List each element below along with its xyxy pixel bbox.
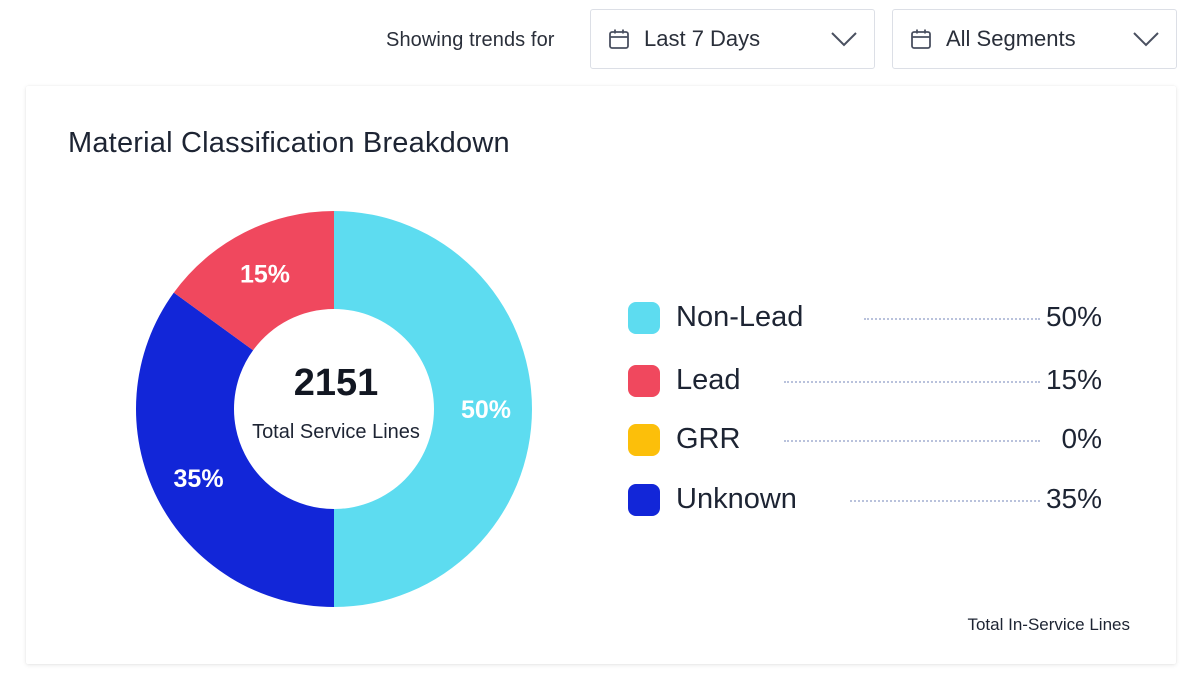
legend-label: Non-Lead [676, 301, 804, 333]
legend-swatch [628, 484, 660, 516]
chevron-down-icon [831, 32, 857, 47]
legend-leader-dots [784, 381, 1040, 383]
slice-label-unknown: 35% [174, 465, 224, 493]
calendar-icon [609, 29, 629, 49]
legend-item-non-lead[interactable]: Non-Lead 50% [628, 298, 1128, 338]
date-range-value: Last 7 Days [644, 26, 761, 51]
legend-item-unknown[interactable]: Unknown 35% [628, 480, 1128, 520]
legend-swatch [628, 424, 660, 456]
segment-dropdown[interactable]: All Segments [892, 9, 1177, 69]
slice-non-lead[interactable] [334, 211, 532, 607]
filter-bar: Showing trends for Last 7 Days All Segme… [0, 0, 1200, 80]
legend-leader-dots [784, 440, 1040, 442]
donut-chart: 50% 35% 15% [136, 211, 532, 607]
slice-label-lead: 15% [240, 261, 290, 289]
calendar-icon [911, 29, 931, 49]
breakdown-card: Material Classification Breakdown 50% 35%… [26, 86, 1176, 664]
trend-label: Showing trends for [386, 29, 555, 51]
legend-value: 0% [1061, 423, 1102, 454]
legend-label: GRR [676, 423, 741, 455]
date-range-dropdown[interactable]: Last 7 Days [590, 9, 875, 69]
legend-label: Unknown [676, 483, 797, 515]
legend-item-lead[interactable]: Lead 15% [628, 361, 1128, 401]
chevron-down-icon [1133, 32, 1159, 47]
slice-label-non-lead: 50% [461, 396, 511, 424]
segment-value: All Segments [946, 26, 1076, 51]
legend-value: 35% [1045, 483, 1102, 514]
card-title: Material Classification Breakdown [68, 127, 510, 159]
legend-item-grr[interactable]: GRR 0% [628, 420, 1128, 460]
legend-leader-dots [850, 500, 1040, 502]
legend-value: 50% [1045, 301, 1102, 332]
slice-lead[interactable] [173, 211, 334, 351]
slice-unknown[interactable] [136, 292, 334, 607]
legend-label: Lead [676, 364, 741, 396]
legend-value: 15% [1045, 364, 1102, 395]
legend-swatch [628, 365, 660, 397]
legend-leader-dots [864, 318, 1040, 320]
legend-swatch [628, 302, 660, 334]
footnote: Total In-Service Lines [967, 615, 1130, 634]
total-service-lines-value: 2151 [293, 362, 379, 404]
total-service-lines-label: Total Service Lines [252, 421, 420, 443]
